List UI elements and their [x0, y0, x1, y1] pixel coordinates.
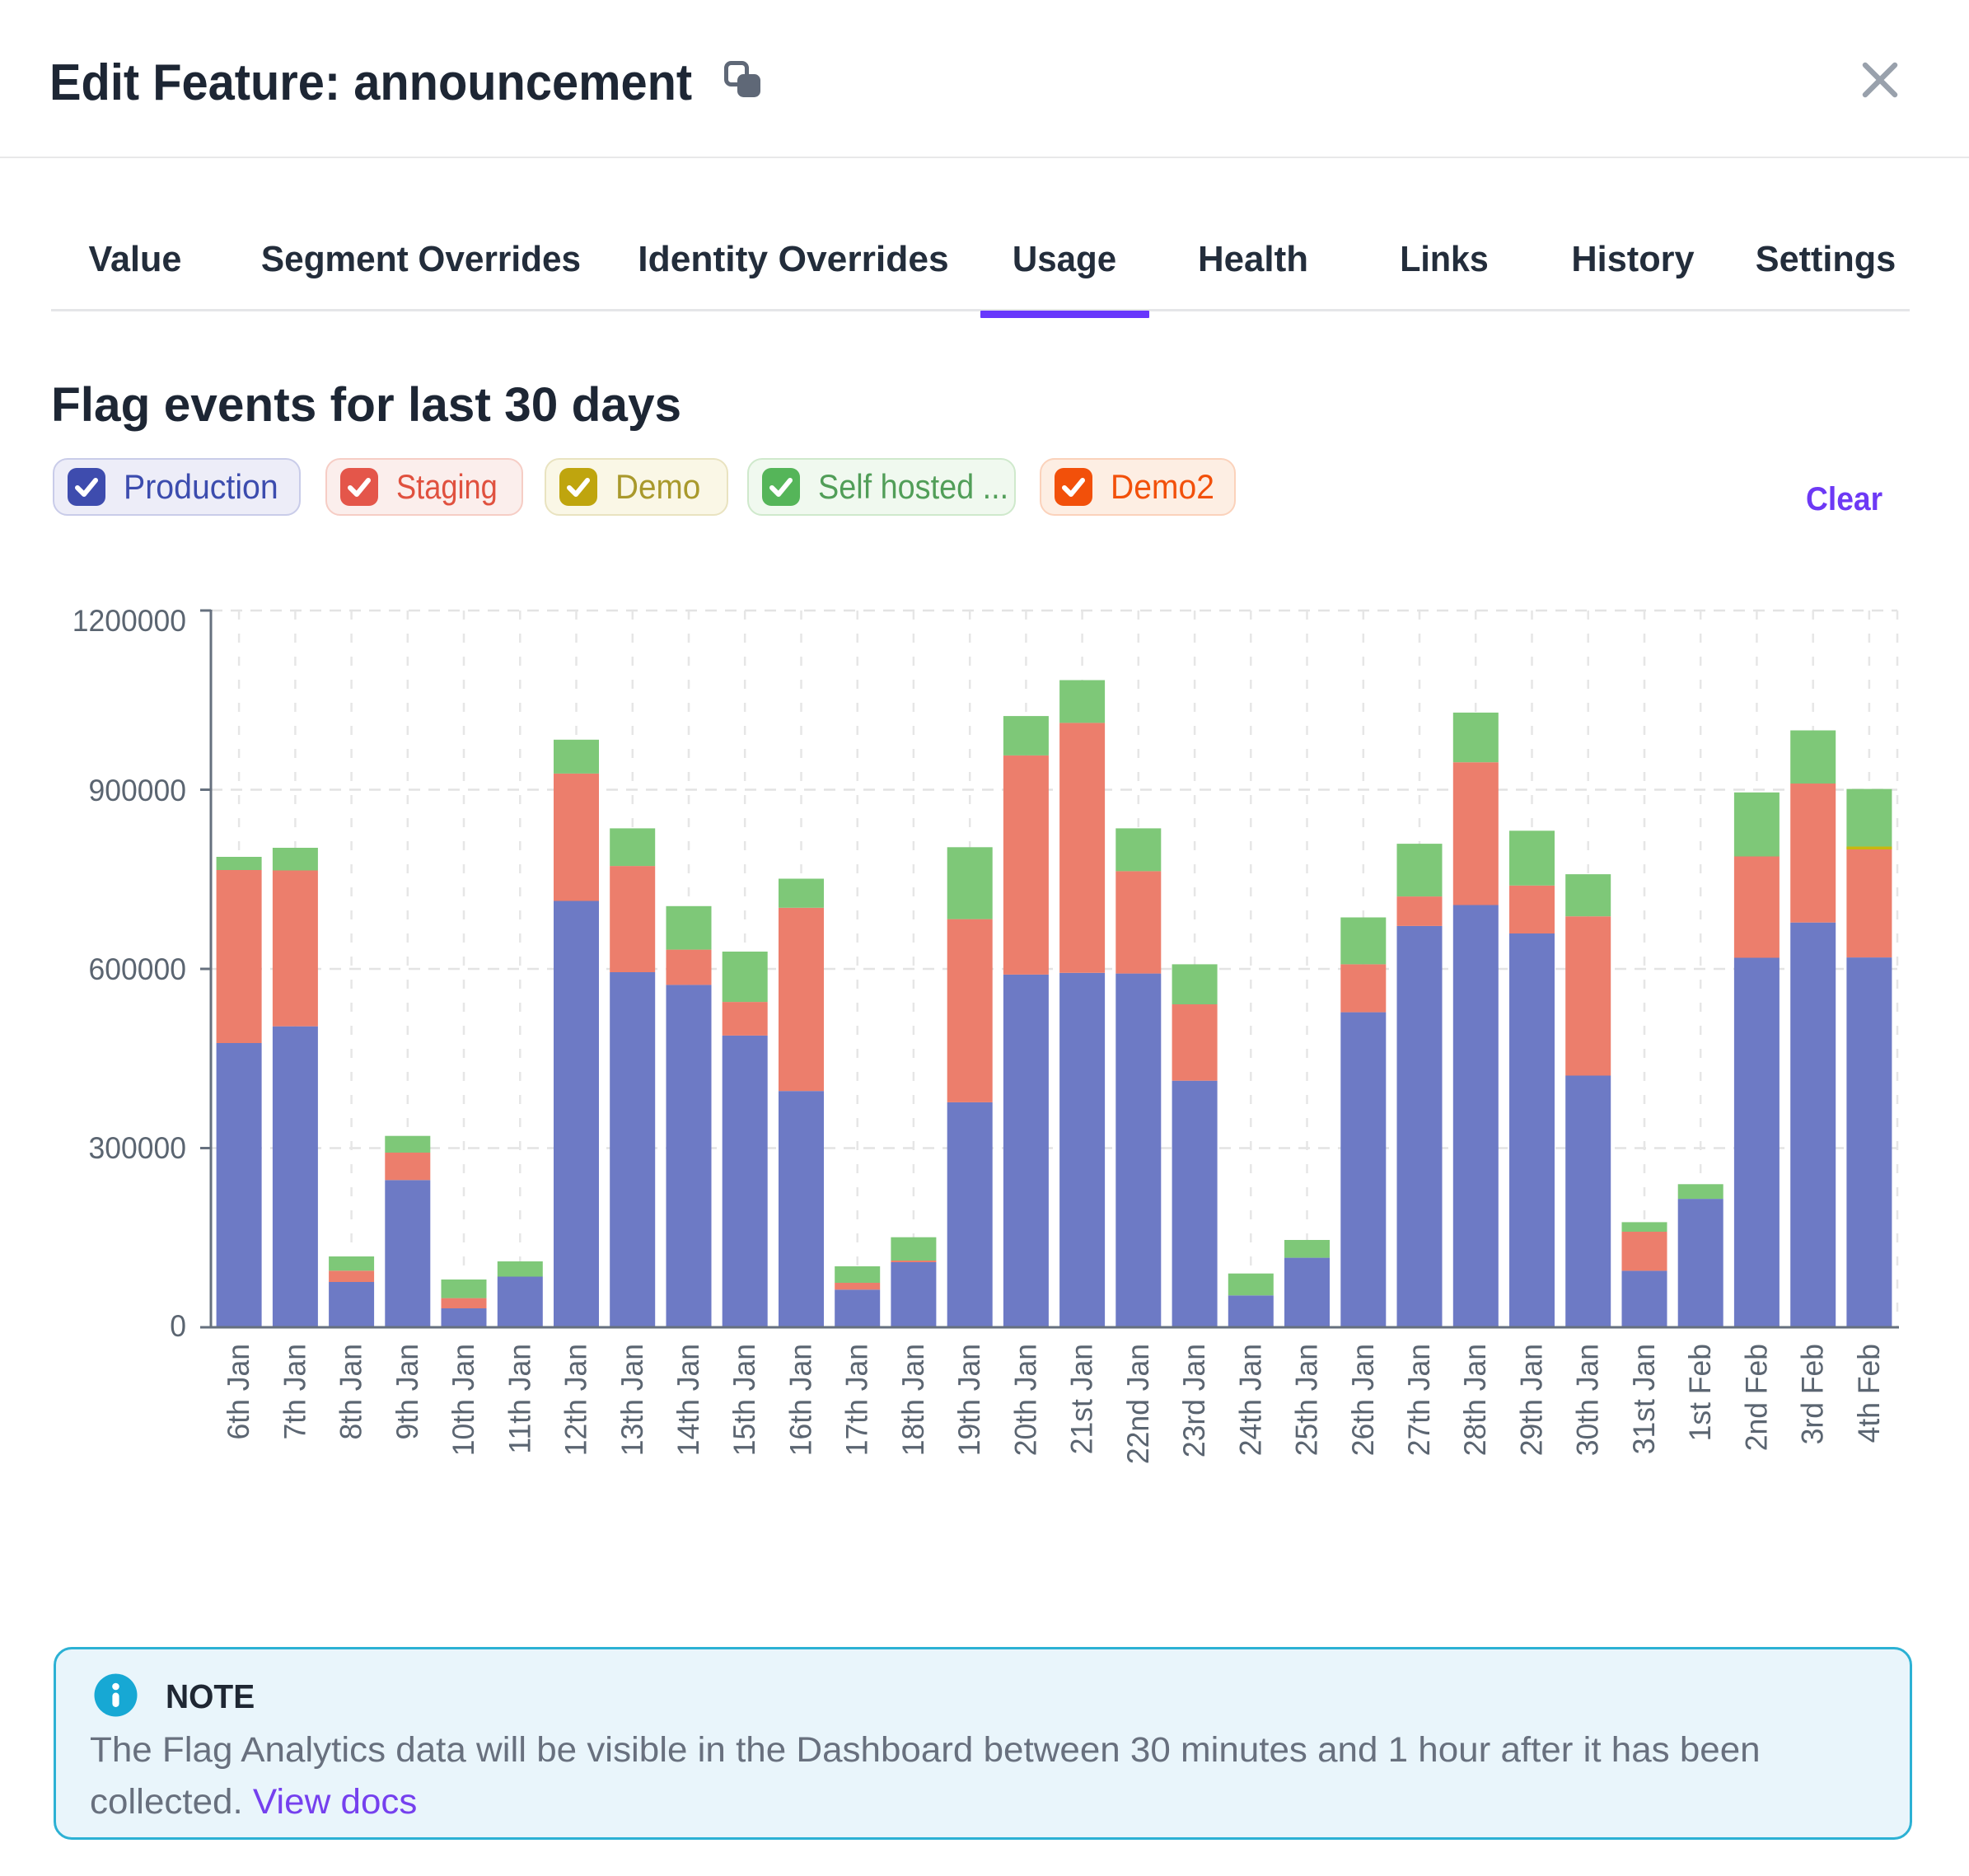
svg-text:10th Jan: 10th Jan	[446, 1344, 480, 1456]
svg-text:15th Jan: 15th Jan	[727, 1344, 762, 1456]
svg-text:31st Jan: 31st Jan	[1626, 1344, 1661, 1454]
svg-text:7th Jan: 7th Jan	[278, 1344, 312, 1439]
svg-text:16th Jan: 16th Jan	[783, 1344, 818, 1456]
svg-text:9th Jan: 9th Jan	[390, 1344, 424, 1439]
svg-text:21st Jan: 21st Jan	[1064, 1344, 1099, 1454]
svg-text:27th Jan: 27th Jan	[1401, 1344, 1436, 1456]
svg-text:11th Jan: 11th Jan	[503, 1344, 537, 1454]
svg-text:6th Jan: 6th Jan	[221, 1344, 255, 1439]
svg-text:17th Jan: 17th Jan	[840, 1344, 874, 1456]
svg-text:2nd Feb: 2nd Feb	[1739, 1344, 1774, 1451]
svg-text:25th Jan: 25th Jan	[1289, 1344, 1324, 1456]
svg-text:8th Jan: 8th Jan	[334, 1344, 368, 1439]
svg-text:24th Jan: 24th Jan	[1233, 1344, 1268, 1456]
svg-text:18th Jan: 18th Jan	[896, 1344, 930, 1456]
svg-text:22nd Jan: 22nd Jan	[1120, 1344, 1155, 1464]
svg-text:13th Jan: 13th Jan	[615, 1344, 649, 1456]
svg-text:26th Jan: 26th Jan	[1345, 1344, 1380, 1456]
svg-text:30th Jan: 30th Jan	[1570, 1344, 1605, 1456]
svg-text:4th Feb: 4th Feb	[1851, 1344, 1886, 1443]
svg-text:3rd Feb: 3rd Feb	[1795, 1344, 1830, 1444]
svg-text:23rd Jan: 23rd Jan	[1176, 1344, 1211, 1457]
svg-text:20th Jan: 20th Jan	[1008, 1344, 1043, 1456]
svg-text:900000: 900000	[89, 773, 186, 807]
svg-text:1st Feb: 1st Feb	[1683, 1344, 1718, 1441]
svg-text:19th Jan: 19th Jan	[952, 1344, 987, 1456]
svg-text:29th Jan: 29th Jan	[1514, 1344, 1549, 1456]
svg-text:28th Jan: 28th Jan	[1458, 1344, 1493, 1456]
svg-text:300000: 300000	[89, 1130, 186, 1165]
svg-text:1200000: 1200000	[72, 603, 186, 638]
svg-text:0: 0	[170, 1308, 186, 1343]
svg-text:600000: 600000	[89, 952, 186, 986]
svg-text:14th Jan: 14th Jan	[671, 1344, 705, 1456]
svg-text:12th Jan: 12th Jan	[559, 1344, 593, 1456]
